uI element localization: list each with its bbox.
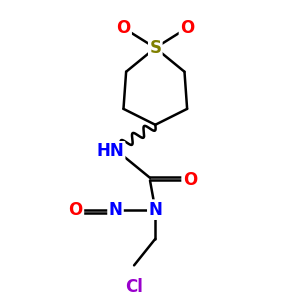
Text: S: S xyxy=(149,39,161,57)
Text: N: N xyxy=(148,201,162,219)
Text: O: O xyxy=(183,172,197,190)
Text: HN: HN xyxy=(96,142,124,160)
Text: O: O xyxy=(180,19,194,37)
Text: O: O xyxy=(69,201,83,219)
Text: N: N xyxy=(109,201,122,219)
Text: Cl: Cl xyxy=(125,278,143,296)
Text: O: O xyxy=(116,19,130,37)
